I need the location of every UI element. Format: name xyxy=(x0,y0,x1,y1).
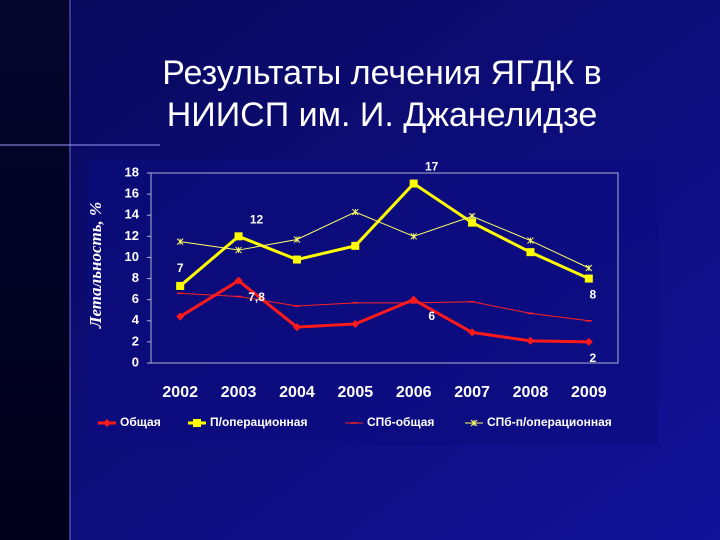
legend-marker xyxy=(103,419,111,427)
y-tick-label: 8 xyxy=(132,270,139,285)
point xyxy=(409,179,418,188)
point xyxy=(468,218,477,227)
chart-title: Результаты лечения ЯГДК в НИИСП им. И. Дж… xyxy=(162,54,601,134)
legend-marker xyxy=(193,419,201,427)
point xyxy=(584,274,593,283)
data-label: 6 xyxy=(428,309,435,323)
point xyxy=(176,281,185,290)
y-tick-label: 16 xyxy=(125,186,139,201)
series-line xyxy=(180,292,589,322)
x-tick-label: 2003 xyxy=(221,384,257,401)
data-label: 7,8 xyxy=(248,290,265,304)
point xyxy=(351,208,359,216)
y-axis-label: Летальность, % xyxy=(86,202,105,329)
point xyxy=(585,264,593,272)
point xyxy=(409,295,418,304)
series-line xyxy=(180,211,590,269)
legend-label: Общая xyxy=(120,415,161,429)
data-label: 2 xyxy=(589,351,596,365)
y-tick-label: 6 xyxy=(132,291,139,306)
x-tick-label: 2005 xyxy=(338,384,374,401)
point xyxy=(234,276,243,285)
point xyxy=(468,328,477,337)
legend-label: П/операционная xyxy=(210,415,307,429)
x-tick-label: 2004 xyxy=(279,384,315,401)
point xyxy=(526,248,535,257)
y-tick-label: 10 xyxy=(125,249,139,264)
point xyxy=(293,236,301,243)
point xyxy=(235,246,242,254)
point xyxy=(234,232,243,241)
legend-marker xyxy=(470,419,478,427)
y-tick-label: 2 xyxy=(132,333,139,348)
legend-label: СПб-общая xyxy=(367,415,434,429)
y-tick-label: 4 xyxy=(132,312,140,327)
data-label: 7 xyxy=(177,261,184,275)
series-line xyxy=(179,278,589,344)
y-tick-label: 14 xyxy=(125,207,140,222)
series-line xyxy=(179,181,590,288)
point xyxy=(176,312,185,321)
data-label: 17 xyxy=(425,160,439,174)
plot-border xyxy=(150,172,619,364)
x-tick-label: 2006 xyxy=(396,384,432,401)
y-tick-label: 0 xyxy=(132,354,139,369)
side-strip xyxy=(0,0,70,540)
point xyxy=(527,237,534,244)
point xyxy=(176,238,184,245)
data-label: 12 xyxy=(250,213,264,227)
y-tick-label: 12 xyxy=(125,228,139,243)
x-tick-label: 2008 xyxy=(513,384,549,401)
point xyxy=(410,232,418,240)
x-tick-label: 2002 xyxy=(162,384,198,401)
point xyxy=(351,319,360,328)
data-label: 8 xyxy=(589,288,596,302)
point xyxy=(468,212,476,220)
x-tick-label: 2007 xyxy=(454,384,490,401)
y-tick-label: 18 xyxy=(125,164,139,179)
legend-label: СПб-п/операционная xyxy=(487,415,612,429)
point xyxy=(584,337,593,346)
point xyxy=(351,241,360,250)
x-tick-label: 2009 xyxy=(571,384,607,401)
point xyxy=(526,336,535,345)
point xyxy=(292,255,301,264)
point xyxy=(292,323,301,332)
